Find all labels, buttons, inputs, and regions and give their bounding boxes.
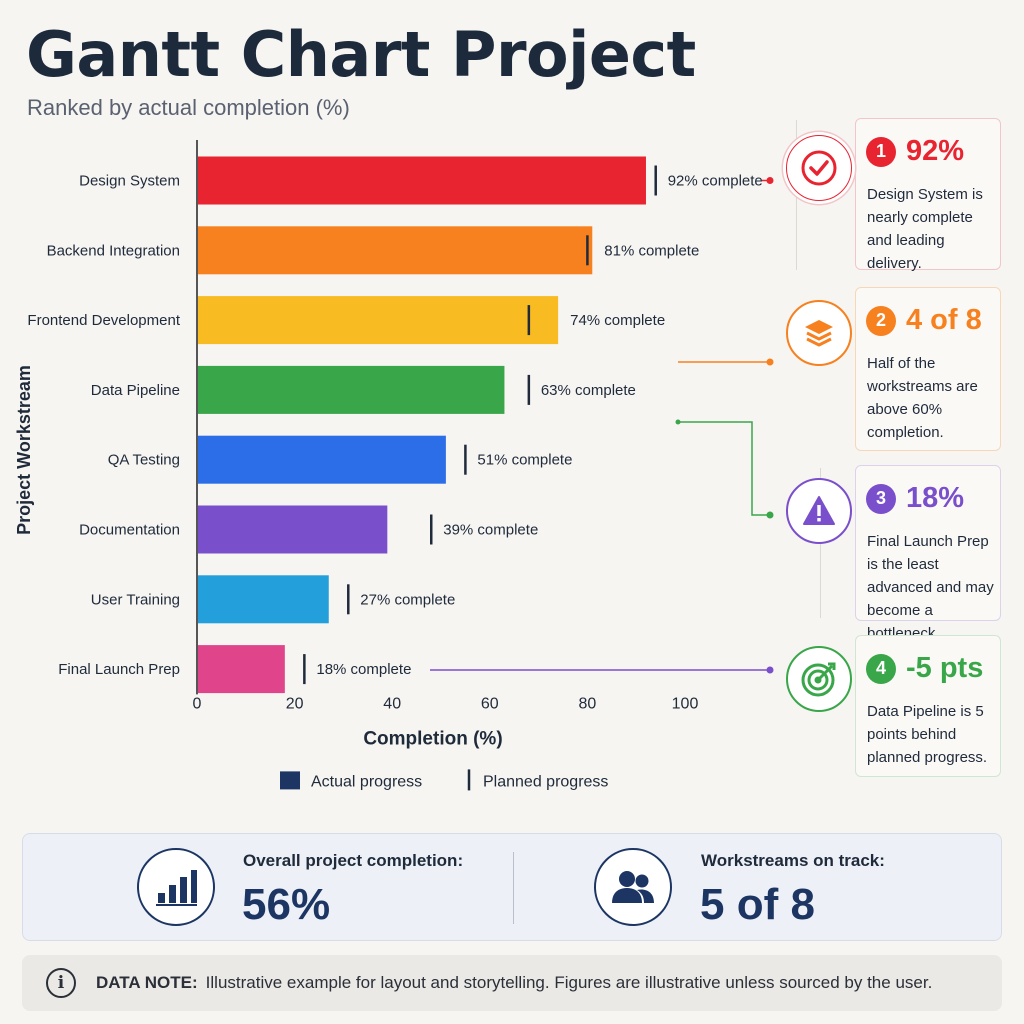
callout-value: -5 pts <box>906 652 984 684</box>
overall-completion-value: 56% <box>242 880 331 929</box>
y-tick-label: User Training <box>91 591 180 608</box>
bar-actual <box>198 296 559 345</box>
summary-panel: Overall project completion: 56% Workstre… <box>22 833 1002 941</box>
callout-connector-dot <box>675 419 681 425</box>
x-tick-label: 40 <box>383 695 401 712</box>
bar-actual <box>198 645 285 694</box>
y-axis-title: Project Workstream <box>14 365 34 535</box>
data-label: 51% complete <box>477 452 572 469</box>
summary-divider <box>513 852 514 924</box>
x-tick-label: 20 <box>286 695 304 712</box>
callout-connector-dot <box>766 666 774 674</box>
callout-text: Data Pipeline is 5 points behind planned… <box>867 703 988 766</box>
page-subtitle: Ranked by actual completion (%) <box>27 95 350 120</box>
users-icon <box>594 848 672 926</box>
callout-text: Final Launch Prep is the least advanced … <box>867 533 994 642</box>
data-label: 63% complete <box>541 382 636 399</box>
callout-value: 18% <box>906 482 965 514</box>
callout-connector-dot <box>766 358 774 366</box>
bar-actual <box>198 575 329 624</box>
x-tick-label: 60 <box>481 695 499 712</box>
bar-actual <box>198 156 646 205</box>
callout-value: 4 of 8 <box>906 304 982 336</box>
data-note-text: Illustrative example for layout and stor… <box>205 973 933 992</box>
y-tick-label: QA Testing <box>108 452 180 469</box>
data-label: 18% complete <box>316 661 411 678</box>
layers-icon <box>786 300 852 366</box>
data-note-label: DATA NOTE: <box>96 973 198 992</box>
callout-text: Design System is nearly complete and lea… <box>867 186 983 272</box>
callout-text: Half of the workstreams are above 60% co… <box>867 355 978 441</box>
workstreams-on-track-label: Workstreams on track: <box>701 851 885 870</box>
page-title: Gantt Chart Project <box>26 18 696 91</box>
callout-connector-dot <box>766 511 774 519</box>
check-circle-icon <box>786 135 852 201</box>
data-note: i DATA NOTE: Illustrative example for la… <box>22 955 1002 1011</box>
y-tick-label: Final Launch Prep <box>58 661 180 678</box>
x-tick-label: 100 <box>672 695 699 712</box>
target-icon <box>786 646 852 712</box>
x-axis-title: Completion (%) <box>363 728 502 749</box>
callout-card-4: 4 -5 pts Data Pipeline is 5 points behin… <box>786 635 1001 777</box>
callout-number: 2 <box>866 305 896 336</box>
x-tick-label: 0 <box>193 695 202 712</box>
callout-number: 3 <box>866 483 896 514</box>
callout-connector-dot <box>766 177 774 184</box>
legend-label-planned: Planned progress <box>483 773 608 790</box>
y-tick-label: Backend Integration <box>47 242 180 259</box>
bar-actual <box>198 226 593 275</box>
bar-actual <box>198 505 388 554</box>
callout-connector <box>678 421 770 516</box>
data-label: 39% complete <box>443 522 538 539</box>
callout-card-1: 1 92% Design System is nearly complete a… <box>786 118 1001 272</box>
callout-card-2: 2 4 of 8 Half of the workstreams are abo… <box>786 287 1001 451</box>
bar-chart-icon <box>137 848 215 926</box>
callout-number: 4 <box>866 653 896 684</box>
callout-value: 92% <box>906 135 965 167</box>
data-label: 92% complete <box>668 173 763 190</box>
y-tick-label: Frontend Development <box>27 312 180 329</box>
bar-actual <box>198 365 505 414</box>
info-icon: i <box>46 968 76 998</box>
overall-completion-label: Overall project completion: <box>243 851 464 870</box>
y-tick-label: Documentation <box>79 522 180 539</box>
callout-bracket <box>796 120 797 270</box>
y-tick-label: Design System <box>79 173 180 190</box>
x-tick-label: 80 <box>579 695 597 712</box>
legend-label-actual: Actual progress <box>311 773 422 790</box>
workstreams-on-track-value: 5 of 8 <box>700 880 815 929</box>
bar-chart: Design System 92% complete Backend Integra… <box>14 140 774 791</box>
bar-actual <box>198 435 446 484</box>
warning-icon <box>786 478 852 544</box>
data-label: 81% complete <box>604 242 699 259</box>
legend-swatch-actual <box>280 771 300 790</box>
data-label: 27% complete <box>360 591 455 608</box>
data-label: 74% complete <box>570 312 665 329</box>
y-tick-label: Data Pipeline <box>91 382 180 399</box>
callout-number: 1 <box>866 136 896 167</box>
callout-card-3: 3 18% Final Launch Prep is the least adv… <box>786 465 1001 642</box>
